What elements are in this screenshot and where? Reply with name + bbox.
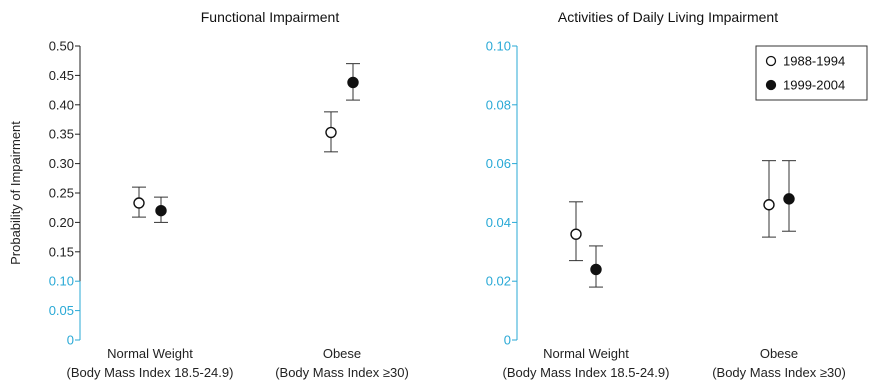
data-point-open [133,197,145,209]
category-label: Normal Weight [543,346,629,361]
data-point-filled [155,204,167,217]
y-tick-label: 0.02 [486,274,511,289]
y-tick-label: 0.50 [49,39,74,54]
legend-label: 1988-1994 [783,54,845,69]
y-tick-label: 0.30 [49,156,74,171]
chart-title: Activities of Daily Living Impairment [558,9,778,25]
y-tick-label: 0.35 [49,127,74,142]
category-sublabel: (Body Mass Index ≥30) [712,365,846,380]
chart-title: Functional Impairment [201,9,340,25]
category-sublabel: (Body Mass Index 18.5-24.9) [67,365,234,380]
y-tick-label: 0.05 [49,303,74,318]
legend-marker-open [765,55,777,67]
y-tick-label: 0.40 [49,97,74,112]
y-tick-label: 0.25 [49,186,74,201]
category-sublabel: (Body Mass Index 18.5-24.9) [503,365,670,380]
y-tick-label: 0.10 [486,39,511,54]
y-tick-label: 0 [67,333,74,348]
chart-panel-1: Functional Impairment 0 0.05 0.10 0.15 0.20 0.… [8,9,409,380]
y-tick-label: 0.06 [486,156,511,171]
data-point-open [763,199,775,211]
chart-panel-2: Activities of Daily Living Impairment 0 0.… [486,9,868,380]
data-point-filled [783,193,795,205]
legend: 1988-1994 1999-2004 [755,45,868,101]
y-tick-label: 0 [504,333,511,348]
category-label: Obese [760,346,798,361]
legend-label: 1999-2004 [783,78,845,93]
y-tick-label: 0.08 [486,97,511,112]
category-label: Normal Weight [107,346,193,361]
y-tick-label: 0.15 [49,244,74,259]
data-point-filled [590,263,602,276]
data-point-open [570,228,582,240]
data-point-filled [347,76,359,89]
y-tick-label: 0.04 [486,215,511,230]
category-label: Obese [323,346,361,361]
category-sublabel: (Body Mass Index ≥30) [275,365,409,380]
legend-marker-filled [765,79,777,91]
y-axis-label: Probability of Impairment [8,121,23,265]
legend-box [755,45,868,101]
y-tick-label: 0.10 [49,274,74,289]
y-tick-label: 0.45 [49,68,74,83]
y-tick-label: 0.20 [49,215,74,230]
data-point-open [325,126,337,139]
